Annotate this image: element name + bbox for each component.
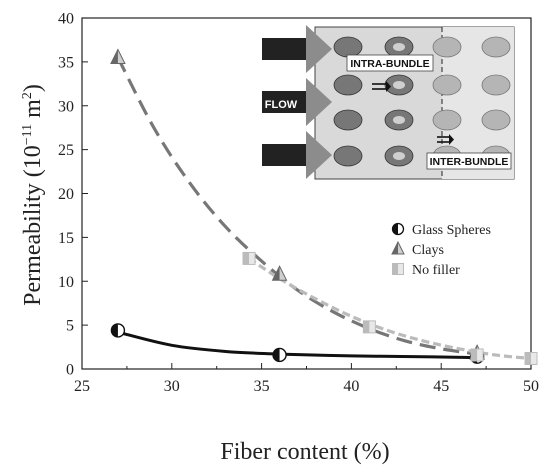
x-tick-label: 25 (74, 378, 90, 395)
intra-bundle-label: INTRA-BUNDLE (350, 58, 429, 70)
inter-bundle-label-box (426, 152, 512, 170)
fiber (481, 36, 511, 58)
flow-arrow-icon (262, 25, 332, 73)
y-tick-label: 15 (58, 230, 74, 247)
legend-marker-clays (391, 240, 405, 255)
fiber (481, 109, 511, 131)
fiber-bundle (333, 145, 363, 167)
flow-arrows (262, 25, 332, 179)
legend-label-glass-spheres: Glass Spheres (412, 223, 491, 238)
y-axis-title: Permeability (10−11 m2) (20, 84, 46, 306)
fiber-bundle (333, 109, 363, 131)
fit-curve-2 (248, 257, 532, 361)
data-point-1 (110, 48, 126, 64)
fiber-core (393, 116, 405, 124)
x-tick-label: 50 (523, 378, 539, 395)
data-point-0 (272, 347, 287, 363)
data-point-2 (524, 351, 538, 365)
x-tick-label: 45 (433, 378, 449, 395)
axes: 25 30 35 40 45 50 0 5 10 15 20 25 30 35 40 (58, 11, 539, 396)
y-tick-label: 25 (58, 142, 74, 159)
inter-flow-arrow-icon (437, 134, 454, 145)
fit-curve-1 (116, 56, 478, 356)
data-point-2 (242, 251, 256, 265)
legend-label-no-filler: No filler (412, 263, 460, 278)
y-tick-label: 20 (58, 186, 74, 203)
legend: Glass Spheres Clays No filler (391, 222, 491, 278)
data-points (110, 48, 538, 365)
fiber (432, 109, 462, 131)
intra-bundle-label-box (346, 54, 434, 72)
data-point-2 (470, 348, 484, 362)
fiber-cross-sections (333, 36, 511, 167)
bundle-flow-schematic: INTRA-BUNDLE INTER-BUNDLE FLOW (262, 25, 515, 180)
legend-label-clays: Clays (412, 243, 444, 258)
flow-arrow-icon (262, 131, 332, 179)
y-tick-label: 5 (66, 318, 74, 335)
fiber (432, 36, 462, 58)
flow-arrow-icon (262, 78, 332, 126)
y-tick-label: 40 (58, 11, 74, 28)
y-tick-label: 35 (58, 54, 74, 71)
fiber-core (393, 43, 405, 51)
data-point-1 (271, 265, 288, 281)
x-tick-label: 40 (343, 378, 359, 395)
legend-marker-glass-spheres (391, 222, 405, 236)
y-tick-label: 0 (66, 362, 74, 379)
fiber (432, 74, 462, 96)
flow-label: FLOW (265, 99, 298, 111)
fiber-bundle (333, 36, 363, 58)
intra-flow-arrow-icon (372, 81, 391, 92)
fiber (481, 74, 511, 96)
legend-marker-no-filler (392, 263, 404, 275)
fiber-core (393, 152, 405, 160)
x-tick-label: 35 (254, 378, 270, 395)
x-axis-title: Fiber content (%) (220, 439, 389, 465)
y-tick-label: 30 (58, 98, 74, 115)
data-point-0 (110, 323, 126, 338)
data-point-2 (362, 320, 376, 334)
fiber-core (393, 81, 405, 89)
y-tick-label: 10 (58, 274, 74, 291)
inter-bundle-label: INTER-BUNDLE (430, 156, 509, 168)
fiber-bundle (333, 74, 363, 96)
x-tick-label: 30 (164, 378, 180, 395)
